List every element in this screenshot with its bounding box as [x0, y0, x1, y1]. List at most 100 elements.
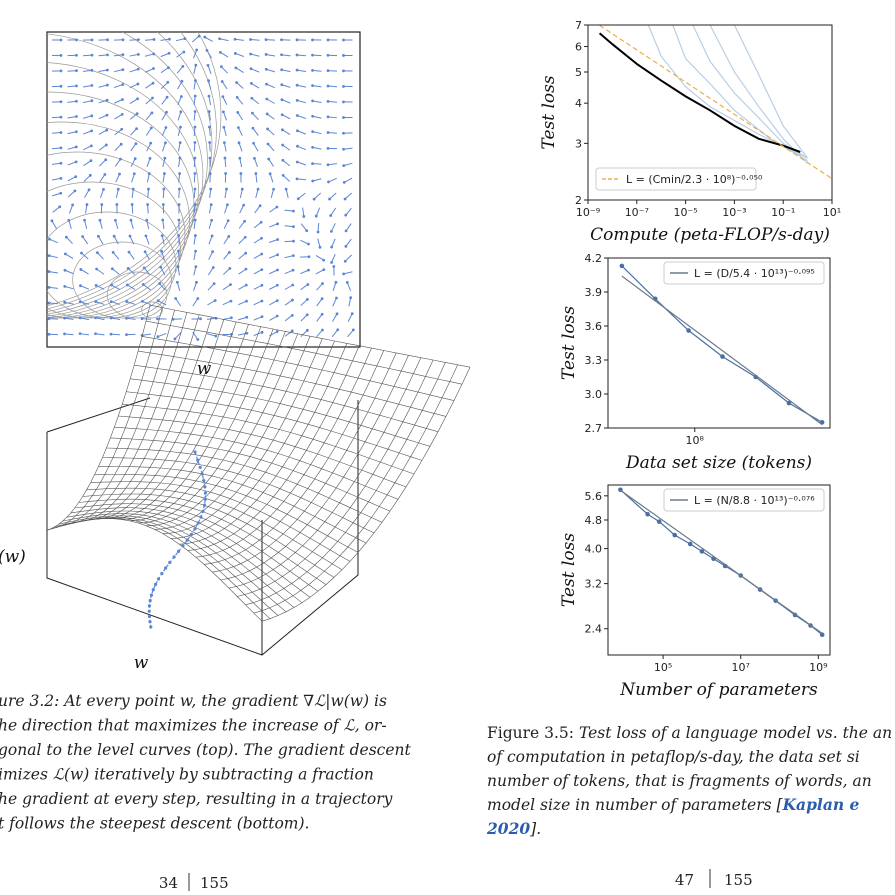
- gradient-arrow: [270, 189, 275, 199]
- gradient-arrow: [52, 206, 61, 213]
- gradient-arrow: [114, 143, 122, 151]
- gradient-arrow: [297, 145, 306, 151]
- arrow-head: [75, 69, 78, 73]
- arrow-head: [268, 172, 272, 176]
- gradient-arrow: [252, 112, 259, 121]
- gradient-arrow: [98, 144, 107, 151]
- arrow-head: [344, 213, 348, 217]
- y-tick-label: 2.7: [585, 422, 603, 435]
- arrow-head: [90, 99, 94, 103]
- arrow-head: [98, 218, 102, 222]
- gradient-arrow: [238, 220, 246, 229]
- arrow-head: [210, 218, 214, 222]
- gradient-arrow: [253, 316, 263, 321]
- gradient-arrow: [99, 220, 103, 230]
- gradient-arrow: [83, 174, 91, 182]
- gradient-arrow: [297, 115, 306, 119]
- gradient-arrow: [66, 236, 73, 245]
- arrow-head: [244, 283, 248, 287]
- gradient-arrow: [269, 284, 278, 290]
- gradient-arrow: [96, 268, 105, 275]
- gradient-arrow: [300, 239, 309, 245]
- gradient-arrow: [67, 161, 77, 166]
- gradient-arrow: [269, 206, 278, 213]
- citation[interactable]: 2020: [486, 819, 530, 838]
- gradient-arrow: [208, 80, 212, 90]
- gradient-arrow: [282, 159, 291, 167]
- arrow-head: [342, 100, 345, 104]
- arrow-head: [267, 157, 271, 161]
- gradient-arrow: [220, 51, 229, 58]
- arrow-head: [292, 239, 295, 243]
- arrow-head: [178, 172, 182, 175]
- arrow-head: [152, 67, 155, 70]
- arrow-head: [164, 141, 167, 145]
- y-tick-label: 3.3: [585, 354, 603, 367]
- citation[interactable]: Kaplan e: [782, 795, 860, 814]
- gradient-arrow: [80, 285, 89, 290]
- gradient-arrow: [297, 99, 307, 104]
- mesh-line: [237, 359, 434, 597]
- gradient-arrow: [284, 330, 293, 337]
- mesh-line: [149, 304, 471, 368]
- caption-text: Test loss of a language model vs. the an: [579, 724, 892, 742]
- gradient-arrow: [343, 147, 353, 150]
- gradient-arrow: [48, 271, 59, 274]
- arrow-head: [149, 126, 153, 130]
- arrow-head: [90, 114, 94, 118]
- arrow-head: [266, 127, 269, 131]
- gradient-arrow: [266, 83, 275, 89]
- gradient-arrow: [327, 116, 338, 119]
- gradient-arrow: [115, 173, 120, 183]
- gradient-arrow: [193, 111, 196, 121]
- gradient-arrow: [223, 127, 227, 137]
- arrow-head: [160, 249, 163, 253]
- arrow-head: [265, 112, 269, 116]
- gradient-arrow: [269, 300, 278, 306]
- arrow-head: [214, 334, 218, 338]
- gradient-arrow: [127, 284, 136, 290]
- gradient-arrow: [98, 129, 107, 135]
- data-point: [672, 532, 678, 538]
- gradient-arrow: [344, 254, 352, 262]
- caption-line: Figure 3.5: Test loss of a language mode…: [487, 724, 892, 742]
- arrow-head: [78, 332, 82, 336]
- arrow-head: [322, 258, 326, 262]
- arrow-head: [176, 265, 180, 268]
- arrow-head: [295, 177, 299, 181]
- arrow-head: [143, 250, 147, 254]
- y-tick-label: 4.0: [585, 543, 603, 556]
- y-tick-label: 2.4: [585, 623, 603, 636]
- gradient-arrow: [238, 284, 247, 290]
- gradient-arrow: [193, 157, 196, 168]
- arrow-head: [152, 38, 156, 41]
- gradient-arrow: [193, 266, 197, 276]
- x-tick-label: 10⁻⁵: [673, 206, 697, 219]
- gradient-arrow: [206, 333, 216, 337]
- gradient-arrow: [67, 176, 76, 182]
- gradient-arrow: [343, 271, 353, 275]
- y-tick-label: 4: [575, 97, 582, 110]
- data-point: [786, 400, 792, 406]
- gradient-arrow: [146, 142, 152, 152]
- gradient-arrow: [223, 142, 227, 152]
- caption-line: ure 3.2: At every point w, the gradient …: [0, 692, 387, 710]
- arrow-head: [63, 316, 66, 320]
- gradient-arrow: [331, 254, 336, 263]
- arrow-head: [125, 300, 129, 303]
- page-total: 155: [724, 871, 753, 889]
- arrow-head: [322, 268, 326, 272]
- gradient-arrow: [266, 98, 275, 104]
- arrow-head: [194, 79, 197, 82]
- arrow-head: [240, 187, 244, 191]
- gradient-arrow: [113, 69, 123, 73]
- arrow-head: [330, 261, 333, 264]
- gradient-arrow: [253, 143, 259, 152]
- arrow-head: [260, 268, 264, 272]
- arrow-head: [327, 180, 330, 184]
- gradient-arrow: [250, 68, 260, 73]
- arrow-head: [178, 156, 182, 160]
- gradient-arrow: [316, 329, 323, 338]
- arrow-head: [311, 53, 314, 57]
- arrow-head: [213, 299, 217, 302]
